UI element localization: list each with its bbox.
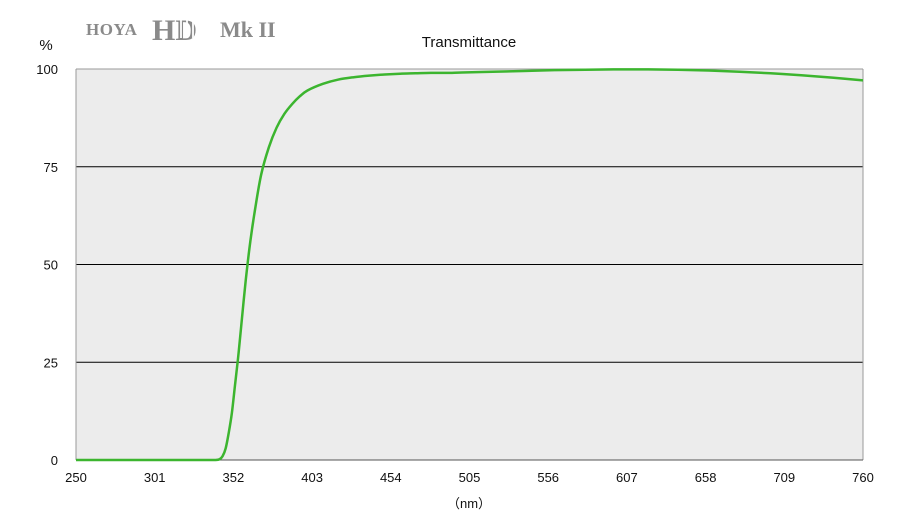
- x-tick-label: 556: [537, 470, 559, 485]
- y-tick-label: 25: [44, 355, 58, 370]
- logo-hoya-text: HOYA: [86, 20, 138, 39]
- x-tick-label: 658: [695, 470, 717, 485]
- chart-title: Transmittance: [422, 34, 516, 51]
- y-tick-label: 75: [44, 160, 58, 175]
- x-tick-label: 403: [301, 470, 323, 485]
- y-axis-unit-label: %: [39, 37, 52, 54]
- x-tick-label: 607: [616, 470, 638, 485]
- x-tick-label: 301: [144, 470, 166, 485]
- x-axis-unit-label: （nm）: [447, 496, 491, 511]
- x-tick-label: 760: [852, 470, 874, 485]
- logo-hd-text: HD: [152, 14, 197, 46]
- x-tick-labels: 250 301 352 403 454 505 556 607 658 709 760: [65, 470, 874, 485]
- x-tick-label: 454: [380, 470, 402, 485]
- x-tick-label: 505: [459, 470, 481, 485]
- y-tick-label: 100: [36, 62, 58, 77]
- x-tick-label: 250: [65, 470, 87, 485]
- x-tick-label: 352: [223, 470, 245, 485]
- y-tick-label: 50: [44, 258, 58, 273]
- gridlines: [76, 68, 863, 363]
- y-tick-label: 0: [51, 453, 58, 468]
- logo-hd-mark: HD: [152, 14, 197, 46]
- y-tick-labels: 0 25 50 75 100: [36, 62, 58, 468]
- logo-mark-text: Mk II: [220, 17, 276, 42]
- transmittance-line: [75, 68, 864, 462]
- x-tick-label: 709: [773, 470, 795, 485]
